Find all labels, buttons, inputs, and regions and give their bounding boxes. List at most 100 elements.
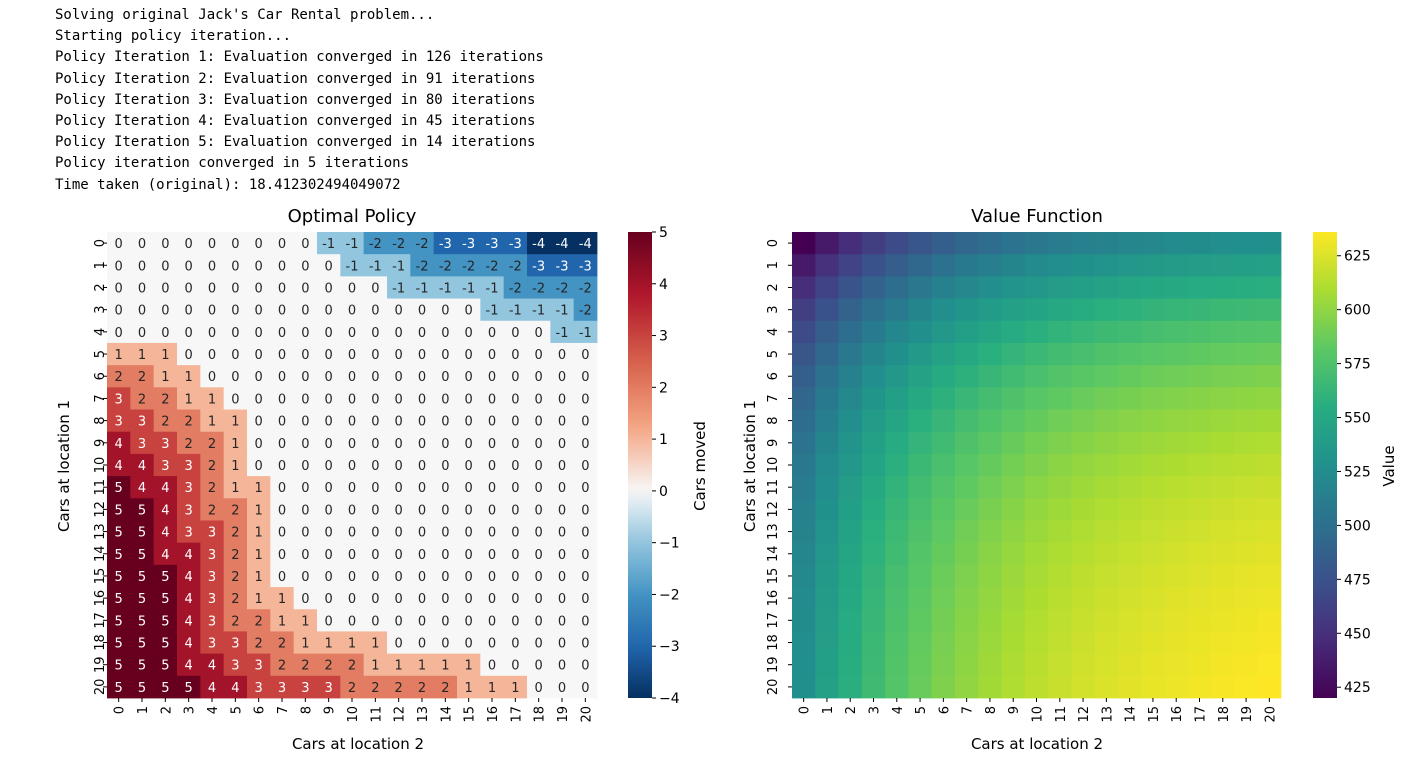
policy-cell-label: 0: [488, 415, 496, 430]
policy-cell: [480, 675, 505, 699]
value-cell: [1257, 476, 1282, 499]
value-cell: [1071, 320, 1096, 344]
x-tick-label: 18: [533, 706, 548, 723]
policy-cell: [573, 342, 598, 366]
policy-cell: [223, 387, 248, 410]
value-cell: [1001, 387, 1026, 410]
y-tick-label: 12: [93, 501, 108, 518]
policy-cell: [340, 409, 365, 433]
y-tick-label: 16: [93, 590, 108, 607]
policy-cell: [433, 609, 458, 632]
policy-cell-label: 0: [325, 526, 333, 541]
policy-cell: [503, 431, 528, 455]
policy-cell-label: 0: [465, 526, 473, 541]
value-cell: [861, 254, 886, 277]
value-cell: [815, 631, 839, 655]
policy-cell: [387, 631, 411, 655]
console-line: Policy Iteration 1: Evaluation converged…: [55, 49, 544, 66]
policy-cell: [153, 232, 178, 255]
policy-cell-label: 4: [138, 459, 146, 474]
console-line: Policy iteration converged in 5 iteratio…: [55, 155, 410, 172]
policy-cell-label: 0: [488, 659, 496, 674]
value-cell: [885, 476, 909, 499]
x-tick-label: 3: [183, 706, 198, 714]
policy-cell-label: 0: [535, 437, 543, 452]
value-cell: [1001, 476, 1026, 499]
value-cell: [1094, 520, 1119, 544]
value-cell: [1141, 453, 1165, 477]
value-cell: [1001, 276, 1026, 299]
value-cell: [1094, 476, 1119, 499]
value-cell: [1001, 365, 1026, 388]
policy-cell: [270, 498, 295, 521]
policy-cell: [200, 276, 225, 299]
policy-cell-label: 0: [581, 370, 589, 385]
policy-cell: [433, 409, 458, 433]
policy-cell-label: 1: [255, 592, 263, 607]
policy-cell: [527, 564, 551, 588]
value-cell: [1048, 498, 1072, 521]
policy-cell-label: -4: [556, 237, 569, 252]
policy-cell: [340, 609, 365, 632]
value-cell: [1118, 365, 1142, 388]
policy-cell-label: 0: [348, 526, 356, 541]
policy-cell-label: 2: [231, 503, 239, 518]
policy-cell-label: 1: [371, 637, 379, 652]
policy-cell: [387, 520, 411, 544]
policy-cell: [550, 476, 575, 499]
value-cell: [838, 431, 863, 455]
policy-cell-label: 2: [208, 459, 216, 474]
policy-cell: [573, 387, 598, 410]
policy-colorbar: [628, 232, 652, 698]
y-tick-label: 6: [766, 372, 781, 380]
policy-cell-label: 0: [231, 326, 239, 341]
policy-cell-label: 0: [511, 659, 519, 674]
policy-cell-label: -3: [486, 237, 499, 252]
policy-cell-label: 0: [371, 281, 379, 296]
policy-cell: [573, 365, 598, 388]
value-cell: [955, 276, 979, 299]
policy-cell-label: 2: [185, 437, 193, 452]
value-cell: [931, 387, 956, 410]
value-cell: [1048, 320, 1072, 344]
policy-cell-label: 0: [581, 459, 589, 474]
value-cell: [815, 498, 839, 521]
policy-cell: [153, 609, 178, 632]
policy-cell-label: 2: [255, 637, 263, 652]
colorbar-tick-label: −1: [659, 536, 680, 552]
policy-cell: [200, 431, 225, 455]
value-cell: [1141, 542, 1165, 566]
policy-cell: [573, 631, 598, 655]
value-cell: [885, 365, 909, 388]
policy-cell: [527, 631, 551, 655]
value-cell: [861, 431, 886, 455]
policy-cell-label: 0: [535, 415, 543, 430]
policy-x-ticks: 0 1 2 3 4 5 6 7 8 9 10 11 12 13 14 15 16 17 18 19 20: [113, 698, 594, 723]
value-cell: [1211, 609, 1235, 632]
policy-cell-label: 0: [488, 592, 496, 607]
policy-cell: [107, 298, 131, 322]
x-tick-label: 5: [914, 706, 929, 714]
policy-cell: [153, 298, 178, 322]
policy-cell: [177, 342, 201, 366]
value-cell: [955, 387, 979, 410]
colorbar-tick-label: −3: [659, 639, 680, 655]
policy-title: Optimal Policy: [288, 206, 417, 227]
policy-cell-label: 0: [558, 392, 566, 407]
policy-cell: [480, 298, 505, 322]
policy-cell-label: 0: [185, 259, 193, 274]
policy-cell-label: 0: [301, 281, 309, 296]
policy-cell: [573, 520, 598, 544]
x-tick-label: 16: [486, 706, 501, 723]
value-cell: [1024, 298, 1049, 322]
policy-cell: [527, 409, 551, 433]
policy-cell: [200, 542, 225, 566]
value-cell: [1071, 387, 1096, 410]
policy-cell: [317, 564, 341, 588]
colorbar-tick-label: −2: [659, 587, 680, 603]
value-cell: [838, 520, 863, 544]
x-tick-label: 7: [961, 706, 976, 714]
value-cell: [1234, 342, 1259, 366]
policy-cell-label: 4: [231, 681, 239, 696]
policy-cell-label: 0: [185, 348, 193, 363]
